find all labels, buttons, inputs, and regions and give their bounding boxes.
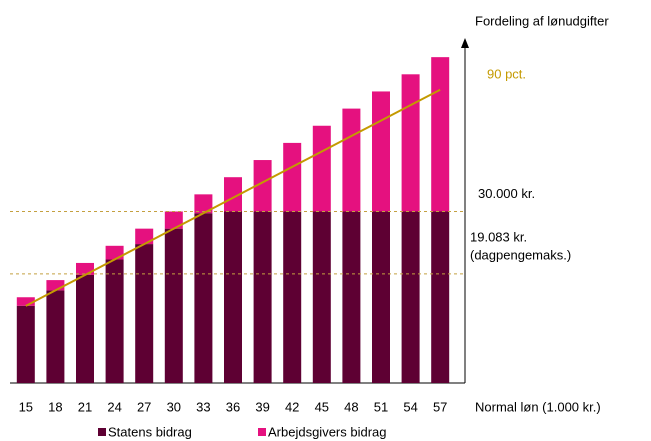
bar-segment — [164, 211, 183, 229]
bar-segment — [16, 305, 35, 383]
x-tick-label: 42 — [285, 399, 299, 414]
bar-segment — [224, 211, 242, 383]
x-tick-label: 24 — [107, 399, 121, 414]
x-tick-label: 45 — [315, 399, 329, 414]
x-tick-label: 57 — [433, 399, 447, 414]
bar-segment — [46, 290, 65, 383]
bar-segment — [105, 259, 124, 383]
bar-segment — [312, 125, 331, 212]
bar-segment — [194, 213, 213, 383]
reference-label: 19.083 kr. — [470, 229, 527, 244]
bar-segment — [312, 211, 331, 383]
bar-segment — [253, 160, 272, 212]
x-tick-label: 54 — [403, 399, 417, 414]
legend-label: Arbejdsgivers bidrag — [268, 424, 387, 439]
y-axis-label: Fordeling af lønudgifter — [475, 13, 609, 28]
x-tick-label: 36 — [226, 399, 240, 414]
x-axis-label: Normal løn (1.000 kr.) — [475, 399, 601, 414]
line-label: 90 pct. — [487, 66, 526, 81]
bar-segment — [224, 177, 242, 212]
bar-segment — [342, 211, 361, 383]
bar-segment — [164, 228, 183, 383]
reference-sublabel: (dagpengemaks.) — [470, 247, 571, 262]
x-tick-label: 18 — [48, 399, 62, 414]
x-tick-label: 21 — [78, 399, 92, 414]
bar-segment — [135, 244, 154, 383]
legend-label: Statens bidrag — [108, 424, 192, 439]
bar-segment — [431, 57, 450, 212]
bar-segment — [372, 91, 390, 212]
x-tick-label: 48 — [344, 399, 358, 414]
bar-segment — [342, 108, 361, 212]
legend-swatch — [258, 428, 266, 436]
bar-segment — [401, 74, 420, 212]
bar-segment — [76, 262, 94, 275]
y-axis-arrow — [461, 38, 469, 48]
bar-segment — [401, 211, 420, 383]
x-tick-label: 39 — [255, 399, 269, 414]
bar-segment — [105, 245, 124, 260]
bar-segment — [46, 280, 65, 291]
x-tick-label: 33 — [196, 399, 210, 414]
bar-segment — [135, 228, 154, 245]
line-90pct — [25, 88, 441, 307]
x-tick-label: 15 — [19, 399, 33, 414]
bar-segment — [253, 211, 272, 383]
bar-segment — [372, 211, 390, 383]
x-tick-label: 51 — [374, 399, 388, 414]
x-tick-label: 30 — [167, 399, 181, 414]
bar-segment — [76, 274, 94, 383]
bar-segment — [283, 211, 302, 383]
bar-segment — [194, 194, 213, 214]
reference-label: 30.000 kr. — [478, 186, 535, 201]
legend-swatch — [98, 428, 106, 436]
bar-segment — [16, 297, 35, 306]
bar-segment — [283, 142, 302, 212]
x-tick-label: 27 — [137, 399, 151, 414]
bar-segment — [431, 211, 450, 383]
